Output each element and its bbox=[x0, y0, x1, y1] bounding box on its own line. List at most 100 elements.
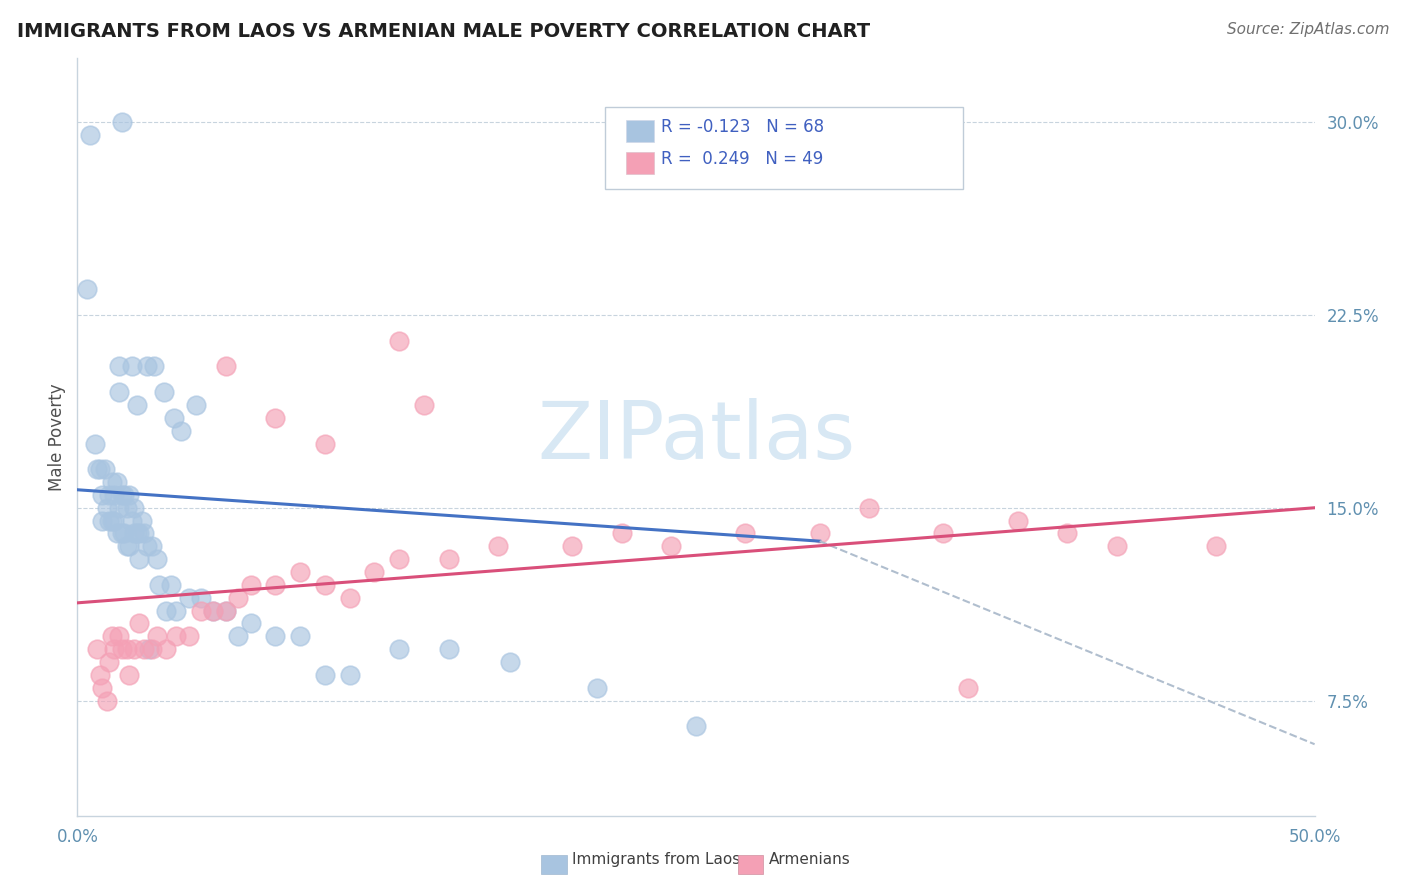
Point bbox=[125, 398, 148, 412]
Point bbox=[177, 591, 200, 605]
Text: Immigrants from Laos: Immigrants from Laos bbox=[572, 853, 741, 867]
Point bbox=[111, 526, 134, 541]
Point bbox=[128, 616, 150, 631]
Point bbox=[103, 488, 125, 502]
Point bbox=[128, 526, 150, 541]
Point bbox=[1007, 514, 1029, 528]
Text: Source: ZipAtlas.com: Source: ZipAtlas.com bbox=[1226, 22, 1389, 37]
Point bbox=[177, 629, 200, 643]
Point bbox=[184, 398, 207, 412]
Point bbox=[932, 526, 955, 541]
Point bbox=[121, 359, 143, 374]
Point bbox=[91, 681, 114, 695]
Point bbox=[314, 436, 336, 450]
Point bbox=[437, 552, 460, 566]
Point bbox=[131, 514, 153, 528]
Point bbox=[98, 514, 121, 528]
Point bbox=[103, 514, 125, 528]
Point bbox=[86, 462, 108, 476]
Point bbox=[215, 603, 238, 617]
Text: R = -0.123   N = 68: R = -0.123 N = 68 bbox=[661, 118, 824, 136]
Point bbox=[89, 668, 111, 682]
Point bbox=[226, 629, 249, 643]
Text: Armenians: Armenians bbox=[769, 853, 851, 867]
Point bbox=[957, 681, 980, 695]
Point bbox=[160, 578, 183, 592]
Point bbox=[155, 642, 177, 657]
Point bbox=[659, 539, 682, 553]
Point bbox=[239, 616, 262, 631]
Point bbox=[86, 642, 108, 657]
Point bbox=[1105, 539, 1128, 553]
Point bbox=[388, 334, 411, 348]
Point bbox=[215, 603, 238, 617]
Point bbox=[288, 629, 311, 643]
Point bbox=[121, 514, 143, 528]
Point bbox=[91, 488, 114, 502]
Point bbox=[111, 642, 134, 657]
Point bbox=[388, 642, 411, 657]
Point bbox=[239, 578, 262, 592]
Point bbox=[101, 514, 124, 528]
Point bbox=[112, 488, 135, 502]
Text: ZIPatlas: ZIPatlas bbox=[537, 398, 855, 476]
Point bbox=[143, 359, 166, 374]
Point bbox=[105, 526, 128, 541]
Point bbox=[135, 359, 157, 374]
Point bbox=[118, 668, 141, 682]
Point bbox=[141, 539, 163, 553]
Point bbox=[122, 526, 145, 541]
Text: IMMIGRANTS FROM LAOS VS ARMENIAN MALE POVERTY CORRELATION CHART: IMMIGRANTS FROM LAOS VS ARMENIAN MALE PO… bbox=[17, 22, 870, 41]
Point bbox=[112, 526, 135, 541]
Point bbox=[190, 591, 212, 605]
Point bbox=[155, 603, 177, 617]
Point bbox=[170, 424, 193, 438]
Point bbox=[215, 359, 238, 374]
Point bbox=[89, 462, 111, 476]
Point bbox=[91, 514, 114, 528]
Point bbox=[111, 115, 134, 129]
Point bbox=[685, 719, 707, 733]
Point bbox=[103, 642, 125, 657]
Point bbox=[115, 642, 138, 657]
Point bbox=[108, 359, 131, 374]
Point bbox=[108, 629, 131, 643]
Point bbox=[145, 629, 167, 643]
Point bbox=[264, 629, 287, 643]
Point bbox=[363, 565, 385, 579]
Point bbox=[202, 603, 225, 617]
Point bbox=[118, 539, 141, 553]
Point bbox=[314, 578, 336, 592]
Point bbox=[135, 539, 157, 553]
Point bbox=[499, 655, 522, 669]
Point bbox=[437, 642, 460, 657]
Point bbox=[105, 475, 128, 489]
Point bbox=[98, 488, 121, 502]
Point bbox=[202, 603, 225, 617]
Point bbox=[76, 282, 98, 296]
Point bbox=[96, 693, 118, 707]
Point bbox=[808, 526, 831, 541]
Point bbox=[134, 526, 156, 541]
Point bbox=[412, 398, 434, 412]
Point bbox=[165, 603, 187, 617]
Point bbox=[314, 668, 336, 682]
Point bbox=[165, 629, 187, 643]
Point bbox=[115, 500, 138, 515]
Point bbox=[101, 475, 124, 489]
Text: R =  0.249   N = 49: R = 0.249 N = 49 bbox=[661, 150, 823, 168]
Point bbox=[122, 642, 145, 657]
Point bbox=[93, 462, 115, 476]
Point bbox=[561, 539, 583, 553]
Point bbox=[115, 539, 138, 553]
Point bbox=[339, 591, 361, 605]
Point bbox=[125, 526, 148, 541]
Point bbox=[108, 385, 131, 400]
Point bbox=[148, 578, 170, 592]
Point bbox=[388, 552, 411, 566]
Point bbox=[339, 668, 361, 682]
Point bbox=[96, 500, 118, 515]
Point bbox=[128, 552, 150, 566]
Point bbox=[1056, 526, 1078, 541]
Point bbox=[586, 681, 609, 695]
